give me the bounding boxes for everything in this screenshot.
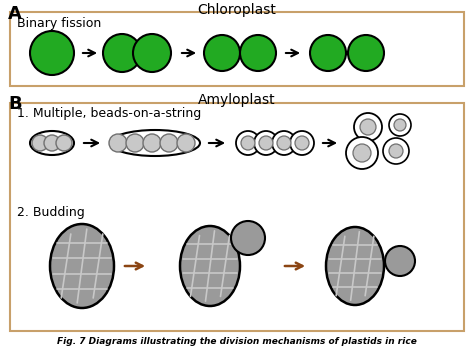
Circle shape (310, 35, 346, 71)
Circle shape (259, 136, 273, 150)
Ellipse shape (290, 140, 296, 146)
Circle shape (348, 35, 384, 71)
Circle shape (346, 137, 378, 169)
Circle shape (133, 34, 171, 72)
Circle shape (353, 144, 371, 162)
Circle shape (204, 35, 240, 71)
Circle shape (32, 135, 48, 151)
Circle shape (56, 135, 72, 151)
Circle shape (385, 246, 415, 276)
Circle shape (109, 134, 127, 152)
Circle shape (254, 131, 278, 155)
Ellipse shape (180, 226, 240, 306)
Ellipse shape (326, 227, 384, 305)
Text: Amyloplast: Amyloplast (198, 93, 276, 107)
Ellipse shape (30, 131, 74, 155)
Text: Fig. 7 Diagrams illustrating the division mechanisms of plastids in rice: Fig. 7 Diagrams illustrating the divisio… (57, 337, 417, 346)
Text: Binary fission: Binary fission (17, 17, 101, 30)
Text: 2. Budding: 2. Budding (17, 206, 85, 219)
Ellipse shape (272, 140, 278, 146)
Circle shape (389, 114, 411, 136)
Circle shape (160, 134, 178, 152)
Circle shape (236, 131, 260, 155)
Text: A: A (8, 5, 22, 23)
Ellipse shape (254, 140, 260, 146)
Text: B: B (8, 95, 22, 113)
Circle shape (30, 31, 74, 75)
Circle shape (44, 135, 60, 151)
Circle shape (241, 136, 255, 150)
Ellipse shape (110, 130, 200, 156)
Circle shape (277, 136, 291, 150)
Circle shape (383, 138, 409, 164)
Circle shape (389, 144, 403, 158)
Ellipse shape (50, 224, 114, 308)
Circle shape (290, 131, 314, 155)
Circle shape (295, 136, 309, 150)
Circle shape (394, 119, 406, 131)
Circle shape (360, 119, 376, 135)
Text: 1. Multiple, beads-on-a-string: 1. Multiple, beads-on-a-string (17, 107, 201, 120)
Circle shape (240, 35, 276, 71)
Circle shape (272, 131, 296, 155)
Circle shape (126, 134, 144, 152)
Circle shape (354, 113, 382, 141)
Circle shape (103, 34, 141, 72)
Text: Chloroplast: Chloroplast (198, 3, 276, 17)
Circle shape (231, 221, 265, 255)
Circle shape (177, 134, 195, 152)
Circle shape (143, 134, 161, 152)
